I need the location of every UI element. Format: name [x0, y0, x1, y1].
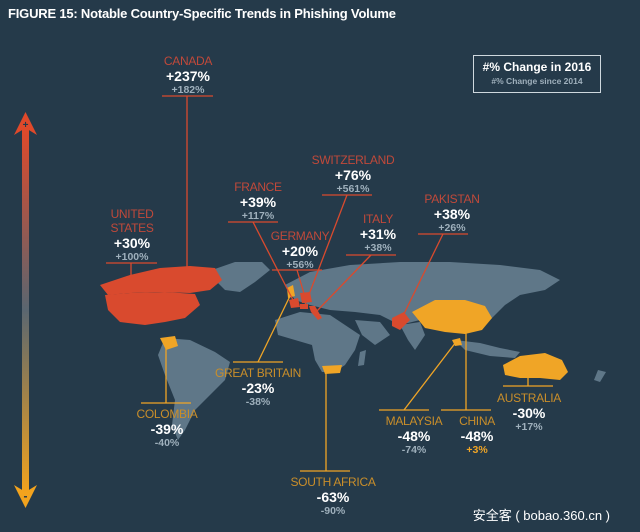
eurasia: [285, 262, 560, 325]
change-since-2014: +38%: [364, 242, 392, 254]
se-asia-islands: [455, 340, 520, 358]
label-south-africa: SOUTH AFRICA -63% -90%: [273, 476, 393, 517]
change-since-2014: +3%: [466, 444, 488, 456]
change-since-2014: +26%: [438, 222, 466, 234]
change-since-2014: +56%: [286, 259, 314, 271]
country-name: PAKISTAN: [424, 192, 480, 206]
country-name: GREAT BRITAIN: [214, 366, 302, 380]
scale-arrow: + -: [14, 112, 37, 508]
australia-shape: [503, 353, 568, 380]
india: [400, 322, 425, 350]
land-masses: [158, 262, 606, 440]
change-since-2014: +17%: [515, 421, 543, 433]
colombia-shape: [160, 336, 178, 350]
greenland: [212, 262, 270, 292]
country-name: SOUTH AFRICA: [290, 475, 376, 489]
country-name-line1: UNITED: [110, 207, 154, 221]
arabia: [355, 320, 390, 345]
increase-leader-lines: [106, 95, 468, 323]
change-2016: +76%: [334, 167, 372, 183]
label-colombia: COLOMBIA -39% -40%: [107, 408, 227, 449]
france-shape: [289, 298, 300, 308]
change-2016: +31%: [359, 226, 397, 242]
country-name-line2: STATES: [110, 221, 154, 235]
change-2016: -48%: [460, 428, 494, 444]
change-2016: +38%: [433, 206, 471, 222]
arrow-minus: -: [24, 489, 28, 503]
italy-shape: [309, 306, 322, 320]
country-name: SWITZERLAND: [311, 153, 395, 167]
south-america: [158, 338, 230, 440]
figure-title: FIGURE 15: Notable Country-Specific Tren…: [8, 6, 396, 21]
decrease-leader-lines: [141, 295, 553, 472]
arrow-plus: +: [23, 120, 29, 131]
south-africa-shape: [322, 365, 342, 374]
label-france: FRANCE +39% +117%: [198, 181, 318, 222]
switzerland-shape: [300, 304, 308, 309]
change-since-2014: -40%: [154, 437, 180, 449]
change-2016: +39%: [239, 194, 277, 210]
canada-shape: [100, 266, 222, 295]
decrease-countries: [160, 285, 568, 380]
country-name: CHINA: [459, 414, 495, 428]
country-name: MALAYSIA: [385, 414, 443, 428]
change-since-2014: -74%: [401, 444, 427, 456]
label-canada: CANADA +237% +182%: [128, 55, 248, 96]
change-since-2014: -38%: [245, 396, 271, 408]
new-zealand: [594, 370, 606, 382]
label-italy: ITALY +31% +38%: [318, 213, 438, 254]
africa: [275, 312, 360, 372]
label-malaysia: MALAYSIA -48% -74%: [354, 415, 474, 456]
country-name: CANADA: [163, 54, 213, 68]
change-2016: -48%: [397, 428, 431, 444]
change-2016: -39%: [150, 421, 184, 437]
legend-primary: #% Change in 2016: [482, 60, 592, 74]
change-since-2014: +117%: [241, 210, 275, 222]
label-great-britain: GREAT BRITAIN -23% -38%: [198, 367, 318, 408]
change-since-2014: -90%: [320, 505, 346, 517]
country-name: GERMANY: [270, 229, 330, 243]
legend-box: #% Change in 2016 #% Change since 2014: [473, 55, 601, 93]
change-since-2014: +182%: [171, 84, 205, 96]
change-2016: +30%: [113, 235, 151, 251]
madagascar: [358, 350, 366, 366]
watermark: 安全客 ( bobao.360.cn ): [472, 508, 610, 523]
country-name: COLOMBIA: [136, 407, 198, 421]
label-switzerland: SWITZERLAND +76% +561%: [293, 154, 413, 195]
country-name: AUSTRALIA: [497, 391, 561, 405]
country-name: ITALY: [362, 212, 394, 226]
great-britain-shape: [287, 285, 295, 298]
label-germany: GERMANY +20% +56%: [240, 230, 360, 271]
legend-secondary: #% Change since 2014: [491, 76, 583, 86]
china-shape: [412, 300, 492, 334]
change-2016: -63%: [316, 489, 350, 505]
change-2016: +20%: [281, 243, 319, 259]
change-2016: -30%: [512, 405, 546, 421]
change-since-2014: +561%: [336, 183, 370, 195]
change-2016: -23%: [241, 380, 275, 396]
label-australia: AUSTRALIA -30% +17%: [469, 392, 589, 433]
change-since-2014: +100%: [115, 251, 149, 263]
label-pakistan: PAKISTAN +38% +26%: [392, 193, 512, 234]
change-2016: +237%: [166, 68, 210, 84]
usa-shape: [105, 292, 200, 325]
label-china: CHINA -48% +3%: [417, 415, 537, 456]
label-united-states: UNITED STATES +30% +100%: [72, 208, 192, 263]
country-name: FRANCE: [234, 180, 282, 194]
